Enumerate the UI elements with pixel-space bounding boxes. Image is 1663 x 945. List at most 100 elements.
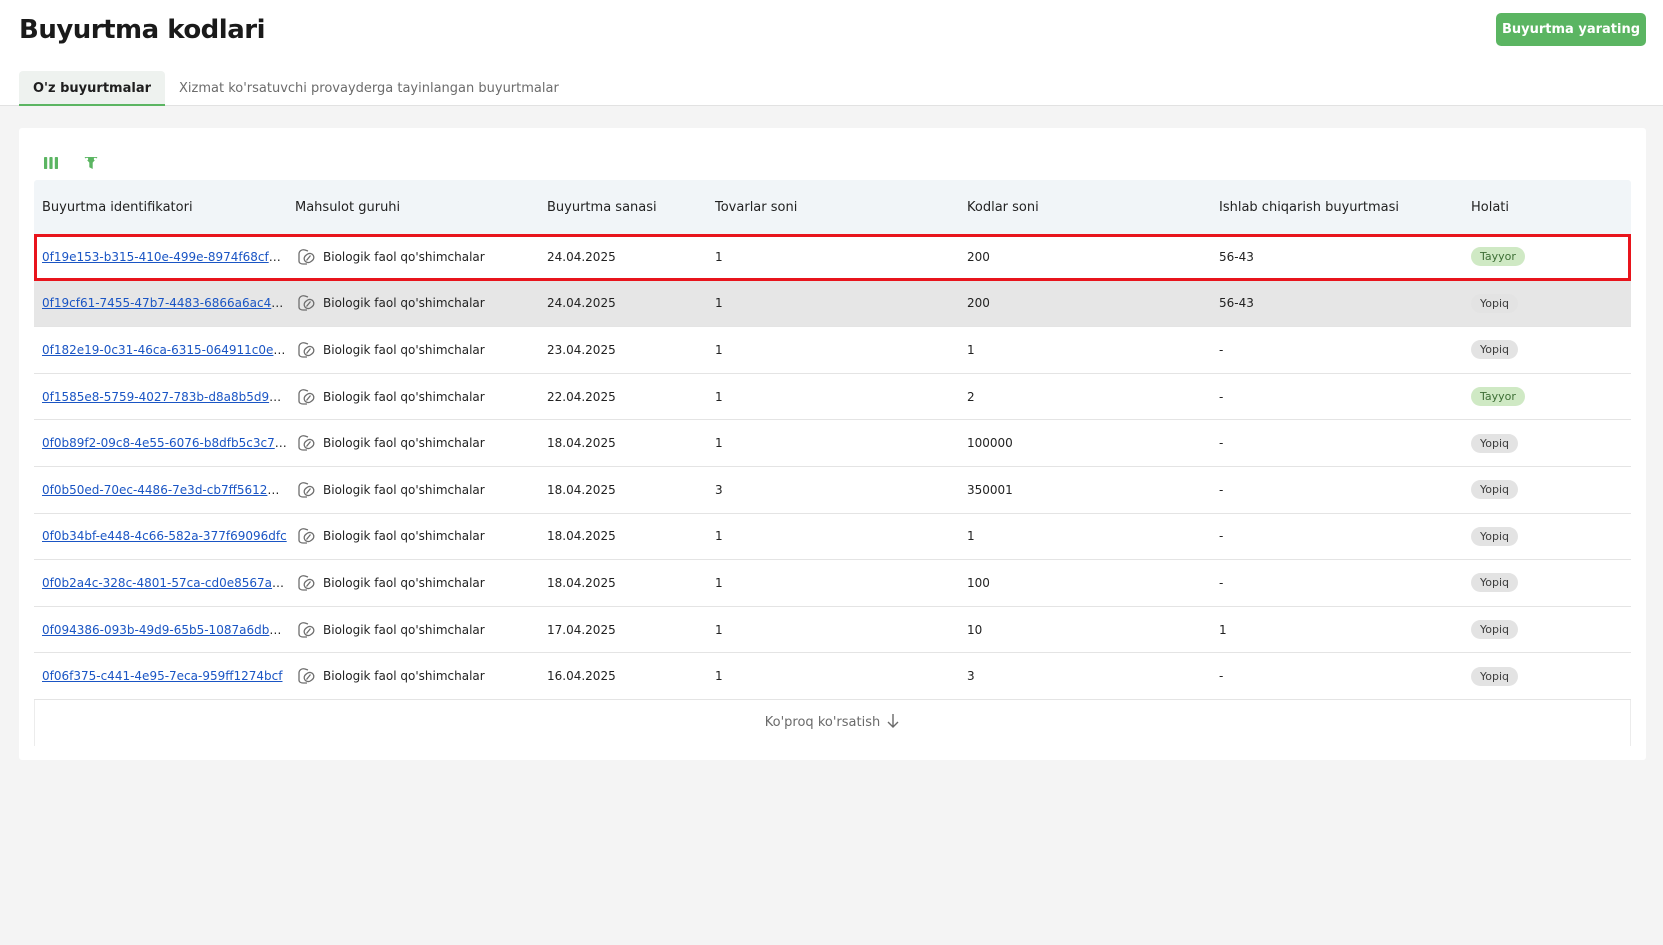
codes-count: 10 bbox=[967, 622, 983, 637]
table-row[interactable]: 0f182e19-0c31-46ca-6315-064911c0e171 Biol… bbox=[34, 327, 1631, 374]
supplement-icon bbox=[295, 665, 317, 687]
status-badge: Yopiq bbox=[1471, 433, 1519, 453]
columns-icon[interactable] bbox=[42, 154, 60, 172]
product-group-label: Biologik faol qo'shimchalar bbox=[323, 389, 485, 404]
product-group-label: Biologik faol qo'shimchalar bbox=[323, 575, 485, 590]
status-badge: Tayyor bbox=[1471, 247, 1525, 267]
order-id-cell: 0f0b89f2-09c8-4e55-6076-b8dfb5c3c74d bbox=[34, 436, 287, 450]
order-id-link[interactable]: 0f0b2a4c-328c-4801-57ca-cd0e8567ab63 bbox=[42, 575, 287, 590]
order-id-link[interactable]: 0f0b50ed-70ec-4486-7e3d-cb7ff56122e2 bbox=[42, 482, 287, 497]
product-group-label: Biologik faol qo'shimchalar bbox=[323, 296, 485, 311]
order-id-cell: 0f182e19-0c31-46ca-6315-064911c0e171 bbox=[34, 343, 287, 357]
status-cell: Tayyor bbox=[1463, 247, 1631, 267]
supplement-icon bbox=[295, 246, 317, 268]
product-group-cell: Biologik faol qo'shimchalar bbox=[287, 619, 539, 641]
column-header-group[interactable]: Mahsulot guruhi bbox=[295, 199, 401, 215]
items-count: 1 bbox=[715, 342, 723, 357]
column-header-date[interactable]: Buyurtma sanasi bbox=[547, 199, 657, 215]
status-cell: Yopiq bbox=[1463, 526, 1631, 546]
status-cell: Yopiq bbox=[1463, 620, 1631, 640]
table-row[interactable]: 0f1585e8-5759-4027-783b-d8a8b5d92ada Biol… bbox=[34, 373, 1631, 421]
status-cell: Yopiq bbox=[1463, 433, 1631, 453]
column-header-status[interactable]: Holati bbox=[1471, 199, 1510, 215]
codes-count: 1 bbox=[967, 342, 975, 357]
order-id-cell: 0f19e153-b315-410e-499e-8974f68cf4a3 bbox=[34, 250, 287, 264]
table-row[interactable]: 0f0b2a4c-328c-4801-57ca-cd0e8567ab63 Biol… bbox=[34, 560, 1631, 607]
supplement-icon bbox=[295, 339, 317, 361]
product-group-label: Biologik faol qo'shimchalar bbox=[323, 529, 485, 544]
table-row[interactable]: 0f19e153-b315-410e-499e-8974f68cf4a3 Biol… bbox=[34, 234, 1631, 281]
column-header-codes[interactable]: Kodlar soni bbox=[967, 199, 1039, 215]
table-header: Buyurtma identifikatori Mahsulot guruhi … bbox=[34, 180, 1631, 234]
product-group-label: Biologik faol qo'shimchalar bbox=[323, 482, 485, 497]
order-date: 18.04.2025 bbox=[547, 436, 616, 451]
tab-provider-orders[interactable]: Xizmat ko'rsatuvchi provayderga tayinlan… bbox=[179, 81, 559, 96]
production-order: 1 bbox=[1219, 622, 1227, 637]
orders-table: Buyurtma identifikatori Mahsulot guruhi … bbox=[34, 180, 1631, 746]
codes-count: 100 bbox=[967, 575, 990, 590]
product-group-cell: Biologik faol qo'shimchalar bbox=[287, 665, 539, 687]
status-cell: Yopiq bbox=[1463, 666, 1631, 686]
order-id-link[interactable]: 0f182e19-0c31-46ca-6315-064911c0e171 bbox=[42, 342, 287, 357]
items-count: 3 bbox=[715, 482, 723, 497]
codes-count: 100000 bbox=[967, 436, 1013, 451]
production-order: - bbox=[1219, 575, 1224, 590]
items-count: 1 bbox=[715, 249, 723, 264]
product-group-cell: Biologik faol qo'shimchalar bbox=[287, 246, 539, 268]
status-badge: Yopiq bbox=[1471, 666, 1519, 686]
show-more-button[interactable]: Ko'proq ko'rsatish bbox=[34, 699, 1631, 746]
order-id-cell: 0f0b50ed-70ec-4486-7e3d-cb7ff56122e2 bbox=[34, 483, 287, 497]
items-count: 1 bbox=[715, 389, 723, 404]
supplement-icon bbox=[295, 386, 317, 408]
order-id-link[interactable]: 0f19cf61-7455-47b7-4483-6866a6ac4869 bbox=[42, 296, 287, 311]
tab-bar: O'z buyurtmalar Xizmat ko'rsatuvchi prov… bbox=[19, 71, 573, 106]
page-header: Buyurtma kodlari Buyurtma yarating O'z b… bbox=[0, 0, 1663, 106]
status-badge: Yopiq bbox=[1471, 480, 1519, 500]
status-badge: Yopiq bbox=[1471, 620, 1519, 640]
codes-count: 350001 bbox=[967, 482, 1013, 497]
column-header-id[interactable]: Buyurtma identifikatori bbox=[42, 199, 193, 215]
order-id-cell: 0f19cf61-7455-47b7-4483-6866a6ac4869 bbox=[34, 296, 287, 310]
order-date: 18.04.2025 bbox=[547, 482, 616, 497]
codes-count: 200 bbox=[967, 249, 990, 264]
codes-count: 1 bbox=[967, 529, 975, 544]
order-date: 18.04.2025 bbox=[547, 575, 616, 590]
order-id-link[interactable]: 0f0b34bf-e448-4c66-582a-377f69096dfc bbox=[42, 529, 287, 544]
column-header-production[interactable]: Ishlab chiqarish buyurtmasi bbox=[1219, 199, 1400, 215]
supplement-icon bbox=[295, 572, 317, 594]
column-header-items[interactable]: Tovarlar soni bbox=[715, 199, 798, 215]
items-count: 1 bbox=[715, 296, 723, 311]
status-badge: Yopiq bbox=[1471, 340, 1519, 360]
order-date: 16.04.2025 bbox=[547, 669, 616, 684]
supplement-icon bbox=[295, 525, 317, 547]
table-row[interactable]: 0f0b34bf-e448-4c66-582a-377f69096dfc Biol… bbox=[34, 513, 1631, 561]
order-id-link[interactable]: 0f06f375-c441-4e95-7eca-959ff1274bcf bbox=[42, 669, 283, 684]
page-title: Buyurtma kodlari bbox=[19, 15, 265, 45]
product-group-label: Biologik faol qo'shimchalar bbox=[323, 669, 485, 684]
orders-card: Buyurtma identifikatori Mahsulot guruhi … bbox=[19, 128, 1646, 760]
order-id-link[interactable]: 0f094386-093b-49d9-65b5-1087a6db26... bbox=[42, 622, 287, 637]
create-order-button[interactable]: Buyurtma yarating bbox=[1496, 13, 1646, 46]
production-order: 56-43 bbox=[1219, 249, 1254, 264]
table-row[interactable]: 0f0b89f2-09c8-4e55-6076-b8dfb5c3c74d Biol… bbox=[34, 420, 1631, 467]
order-date: 17.04.2025 bbox=[547, 622, 616, 637]
table-row[interactable]: 0f0b50ed-70ec-4486-7e3d-cb7ff56122e2 Biol… bbox=[34, 466, 1631, 514]
arrow-down-icon bbox=[886, 713, 900, 733]
status-cell: Tayyor bbox=[1463, 387, 1631, 407]
items-count: 1 bbox=[715, 622, 723, 637]
items-count: 1 bbox=[715, 669, 723, 684]
order-id-link[interactable]: 0f1585e8-5759-4027-783b-d8a8b5d92ada bbox=[42, 389, 287, 404]
codes-count: 2 bbox=[967, 389, 975, 404]
production-order: 56-43 bbox=[1219, 296, 1254, 311]
order-date: 24.04.2025 bbox=[547, 296, 616, 311]
supplement-icon bbox=[295, 619, 317, 641]
order-id-cell: 0f1585e8-5759-4027-783b-d8a8b5d92ada bbox=[34, 390, 287, 404]
filter-icon[interactable] bbox=[82, 154, 100, 172]
tab-own-orders[interactable]: O'z buyurtmalar bbox=[19, 71, 165, 106]
order-id-link[interactable]: 0f0b89f2-09c8-4e55-6076-b8dfb5c3c74d bbox=[42, 436, 287, 451]
table-row[interactable]: 0f19cf61-7455-47b7-4483-6866a6ac4869 Biol… bbox=[34, 280, 1631, 328]
table-row[interactable]: 0f06f375-c441-4e95-7eca-959ff1274bcf Biol… bbox=[34, 653, 1631, 700]
order-id-link[interactable]: 0f19e153-b315-410e-499e-8974f68cf4a3 bbox=[42, 249, 287, 264]
production-order: - bbox=[1219, 482, 1224, 497]
table-row[interactable]: 0f094386-093b-49d9-65b5-1087a6db26... Bio… bbox=[34, 606, 1631, 654]
